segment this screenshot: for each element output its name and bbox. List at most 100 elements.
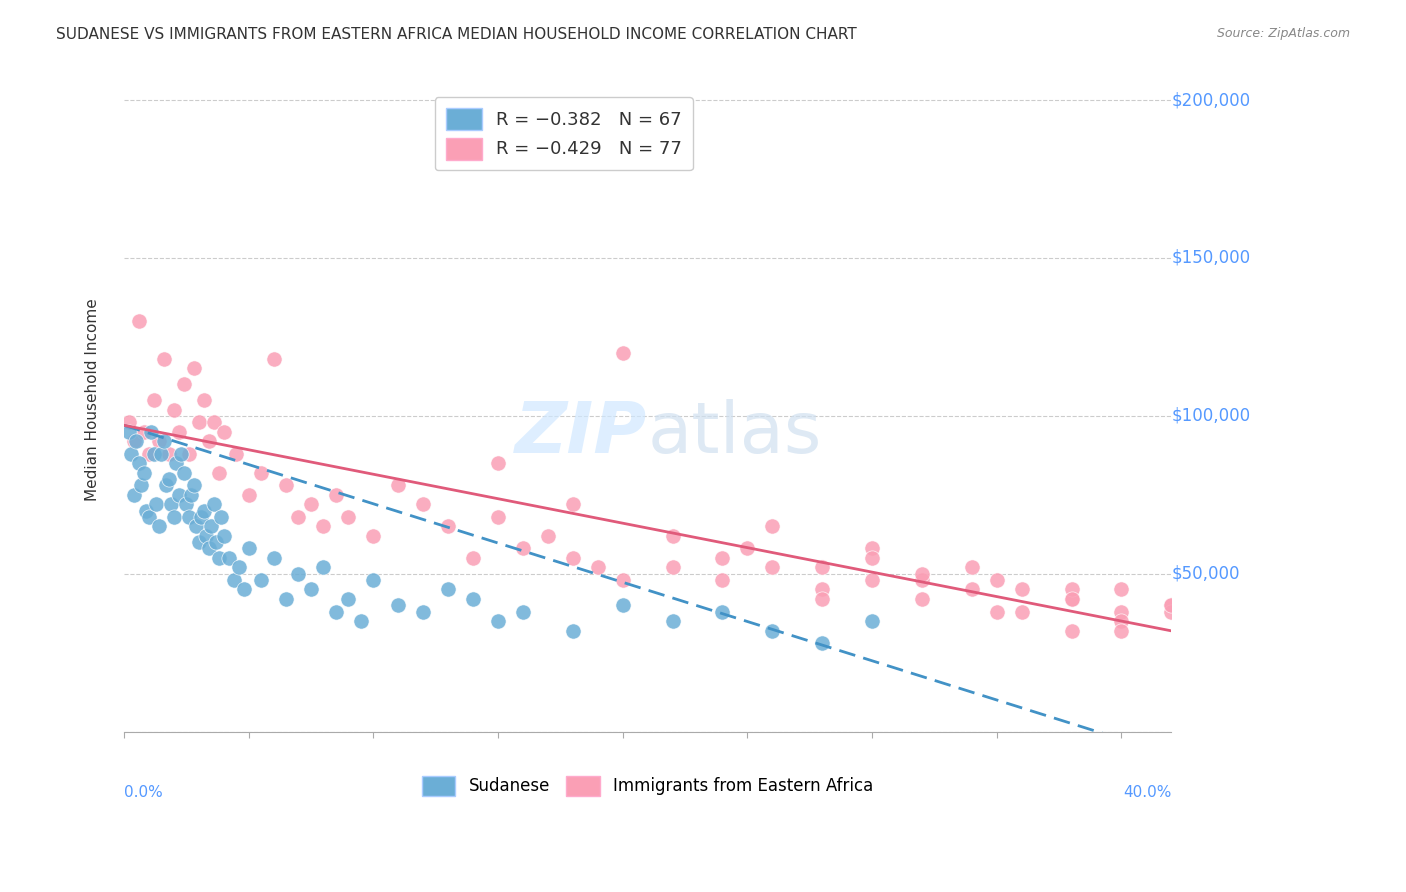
- Point: [202, 415, 225, 429]
- Point: [186, 519, 208, 533]
- Point: [860, 573, 883, 587]
- Point: [193, 392, 215, 407]
- Point: [138, 447, 160, 461]
- Y-axis label: Median Household Income: Median Household Income: [86, 299, 100, 501]
- Text: $150,000: $150,000: [1171, 249, 1250, 267]
- Point: [612, 599, 634, 613]
- Point: [711, 573, 734, 587]
- Point: [202, 497, 225, 511]
- Point: [860, 541, 883, 556]
- Point: [325, 488, 347, 502]
- Point: [142, 392, 165, 407]
- Point: [412, 497, 434, 511]
- Point: [612, 573, 634, 587]
- Point: [225, 447, 247, 461]
- Point: [486, 456, 509, 470]
- Point: [120, 447, 142, 461]
- Point: [1160, 605, 1182, 619]
- Point: [661, 529, 683, 543]
- Point: [512, 605, 534, 619]
- Point: [960, 582, 983, 597]
- Point: [412, 605, 434, 619]
- Point: [150, 447, 173, 461]
- Point: [208, 550, 231, 565]
- Point: [122, 488, 145, 502]
- Point: [173, 377, 195, 392]
- Point: [461, 550, 484, 565]
- Point: [387, 478, 409, 492]
- Point: [811, 591, 834, 606]
- Point: [274, 478, 297, 492]
- Point: [312, 519, 335, 533]
- Point: [287, 509, 309, 524]
- Point: [811, 636, 834, 650]
- Point: [200, 519, 222, 533]
- Point: [312, 560, 335, 574]
- Point: [1111, 582, 1133, 597]
- Point: [165, 456, 187, 470]
- Point: [661, 614, 683, 628]
- Point: [1060, 582, 1083, 597]
- Point: [183, 478, 205, 492]
- Point: [1160, 599, 1182, 613]
- Point: [170, 447, 193, 461]
- Point: [250, 466, 273, 480]
- Point: [711, 550, 734, 565]
- Point: [263, 351, 285, 366]
- Point: [860, 614, 883, 628]
- Point: [142, 447, 165, 461]
- Point: [141, 425, 163, 439]
- Text: 0.0%: 0.0%: [124, 785, 163, 799]
- Point: [197, 434, 219, 448]
- Text: $50,000: $50,000: [1171, 565, 1240, 582]
- Point: [118, 415, 141, 429]
- Text: 40.0%: 40.0%: [1123, 785, 1171, 799]
- Point: [711, 605, 734, 619]
- Point: [986, 573, 1008, 587]
- Point: [180, 488, 202, 502]
- Point: [232, 582, 254, 597]
- Point: [153, 351, 176, 366]
- Point: [1011, 605, 1033, 619]
- Point: [167, 425, 190, 439]
- Point: [228, 560, 250, 574]
- Point: [218, 550, 240, 565]
- Point: [612, 345, 634, 359]
- Point: [561, 497, 583, 511]
- Point: [287, 566, 309, 581]
- Point: [177, 447, 200, 461]
- Point: [299, 497, 322, 511]
- Text: Source: ZipAtlas.com: Source: ZipAtlas.com: [1216, 27, 1350, 40]
- Point: [461, 591, 484, 606]
- Point: [437, 519, 460, 533]
- Point: [486, 614, 509, 628]
- Point: [761, 624, 783, 638]
- Point: [761, 560, 783, 574]
- Point: [1111, 614, 1133, 628]
- Point: [561, 550, 583, 565]
- Point: [212, 425, 235, 439]
- Point: [212, 529, 235, 543]
- Point: [208, 466, 231, 480]
- Point: [337, 591, 360, 606]
- Point: [177, 509, 200, 524]
- Point: [173, 466, 195, 480]
- Point: [1060, 591, 1083, 606]
- Point: [195, 529, 218, 543]
- Point: [361, 573, 384, 587]
- Point: [160, 497, 183, 511]
- Point: [960, 560, 983, 574]
- Point: [157, 472, 180, 486]
- Text: $100,000: $100,000: [1171, 407, 1250, 425]
- Point: [1111, 624, 1133, 638]
- Point: [238, 488, 260, 502]
- Text: SUDANESE VS IMMIGRANTS FROM EASTERN AFRICA MEDIAN HOUSEHOLD INCOME CORRELATION C: SUDANESE VS IMMIGRANTS FROM EASTERN AFRI…: [56, 27, 858, 42]
- Point: [205, 535, 228, 549]
- Point: [761, 519, 783, 533]
- Point: [911, 591, 934, 606]
- Point: [238, 541, 260, 556]
- Point: [131, 478, 153, 492]
- Point: [299, 582, 322, 597]
- Point: [512, 541, 534, 556]
- Point: [1060, 624, 1083, 638]
